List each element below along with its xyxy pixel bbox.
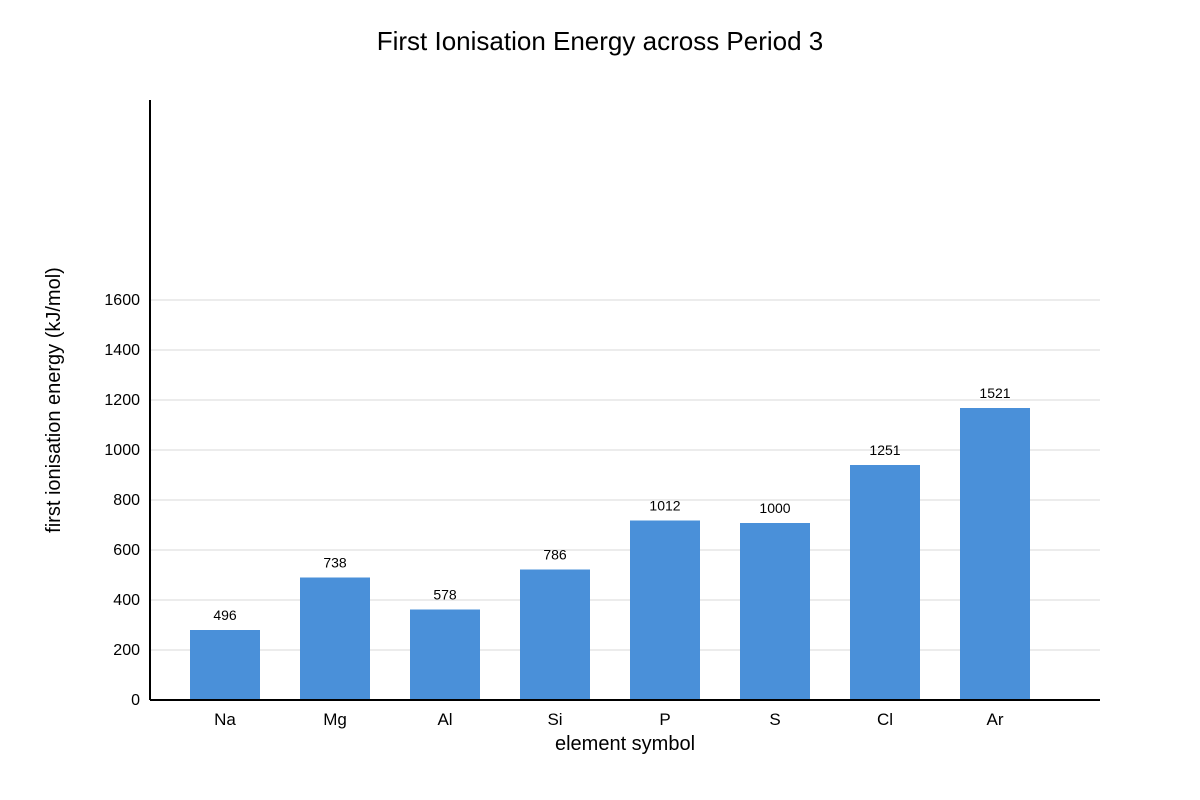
chart-title: First Ionisation Energy across Period 3 [377, 26, 824, 56]
bar-si [520, 569, 590, 700]
y-tick-label: 1200 [104, 392, 140, 409]
data-label: 578 [433, 587, 457, 603]
data-label: 1251 [869, 442, 900, 458]
data-label: 496 [213, 607, 237, 623]
y-axis-ticks: 0 200 400 600 800 1000 1200 1400 1600 [104, 292, 140, 709]
x-tick-label: S [769, 710, 780, 729]
y-tick-label: 1000 [104, 442, 140, 459]
y-tick-label: 0 [131, 692, 140, 709]
bar-ar [960, 408, 1030, 700]
bar-al [410, 609, 480, 700]
data-labels: 496 738 578 786 1012 1000 1251 1521 [213, 385, 1010, 623]
bar-p [630, 520, 700, 700]
bars [190, 408, 1030, 700]
x-tick-label: Mg [323, 710, 347, 729]
y-tick-label: 600 [113, 542, 140, 559]
bar-cl [850, 465, 920, 700]
data-label: 1012 [649, 498, 680, 514]
x-tick-label: Na [214, 710, 236, 729]
gridlines [150, 299, 1100, 651]
y-tick-label: 1600 [104, 292, 140, 309]
y-tick-label: 400 [113, 592, 140, 609]
data-label: 1521 [979, 385, 1010, 401]
x-tick-label: P [659, 710, 670, 729]
x-axis-title: element symbol [555, 733, 695, 755]
data-label: 738 [323, 555, 347, 571]
y-tick-label: 1400 [104, 342, 140, 359]
x-tick-label: Ar [987, 710, 1004, 729]
y-tick-label: 800 [113, 492, 140, 509]
x-axis-ticks: Na Mg Al Si P S Cl Ar [214, 710, 1004, 729]
bar-na [190, 630, 260, 700]
bar-s [740, 523, 810, 700]
bar-mg [300, 577, 370, 700]
x-tick-label: Al [437, 710, 452, 729]
data-label: 1000 [759, 500, 790, 516]
y-tick-label: 200 [113, 642, 140, 659]
x-tick-label: Cl [877, 710, 893, 729]
y-axis-title: first ionisation energy (kJ/mol) [43, 267, 65, 533]
data-label: 786 [543, 547, 567, 563]
x-tick-label: Si [547, 710, 562, 729]
